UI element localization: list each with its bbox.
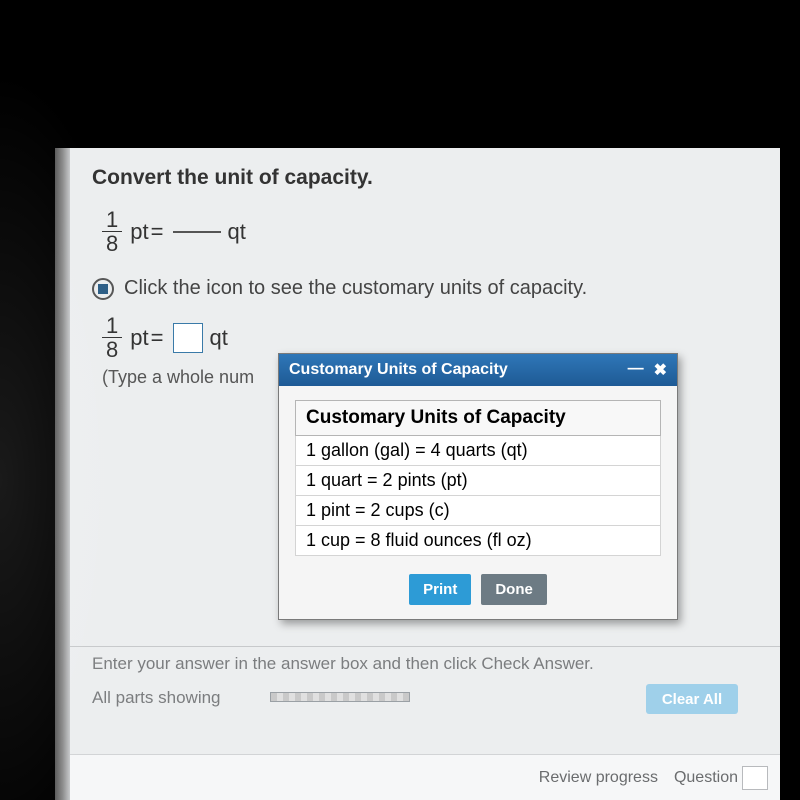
screen-edge-shadow — [55, 148, 70, 800]
equals-sign: = — [151, 219, 164, 245]
divider — [70, 646, 780, 647]
fraction: 1 8 — [102, 208, 122, 255]
review-progress-button[interactable]: Review progress — [539, 769, 658, 787]
table-row: 1 cup = 8 fluid ounces (fl oz) — [296, 526, 661, 556]
answer-input[interactable] — [173, 323, 203, 353]
modal-body: Customary Units of Capacity 1 gallon (ga… — [279, 386, 677, 566]
progress-bar — [270, 692, 410, 702]
done-button[interactable]: Done — [481, 574, 547, 605]
bottom-toolbar: Review progress Question — [70, 754, 780, 800]
modal-footer: Print Done — [279, 566, 677, 619]
blank-line — [173, 231, 221, 233]
unit-qt: qt — [227, 219, 245, 245]
modal-titlebar[interactable]: Customary Units of Capacity — ✖ — [279, 354, 677, 386]
fraction-numerator: 1 — [102, 208, 122, 232]
info-icon[interactable] — [92, 278, 114, 300]
hint-link-text[interactable]: Click the icon to see the customary unit… — [124, 277, 587, 300]
hint-row: Click the icon to see the customary unit… — [92, 277, 758, 300]
units-modal: Customary Units of Capacity — ✖ Customar… — [278, 353, 678, 620]
question-nav: Question — [674, 766, 768, 790]
modal-title-text: Customary Units of Capacity — [289, 361, 508, 379]
fraction-denominator: 8 — [102, 232, 122, 255]
enter-answer-text: Enter your answer in the answer box and … — [92, 654, 594, 674]
units-table-header: Customary Units of Capacity — [296, 401, 661, 436]
fraction-2: 1 8 — [102, 314, 122, 361]
unit-pt: pt — [130, 219, 148, 245]
table-row: 1 quart = 2 pints (pt) — [296, 466, 661, 496]
minimize-icon[interactable]: — — [628, 360, 644, 380]
question-number-box[interactable] — [742, 766, 768, 790]
table-row: 1 gallon (gal) = 4 quarts (qt) — [296, 436, 661, 466]
table-row: 1 pint = 2 cups (c) — [296, 496, 661, 526]
question-title: Convert the unit of capacity. — [92, 166, 758, 190]
close-icon[interactable]: ✖ — [654, 360, 667, 380]
clear-all-button[interactable]: Clear All — [646, 684, 738, 714]
all-parts-label: All parts showing — [92, 688, 221, 708]
question-label: Question — [674, 769, 738, 787]
equation-display: 1 8 pt = qt — [102, 208, 758, 255]
print-button[interactable]: Print — [409, 574, 471, 605]
units-table: Customary Units of Capacity 1 gallon (ga… — [295, 400, 661, 556]
